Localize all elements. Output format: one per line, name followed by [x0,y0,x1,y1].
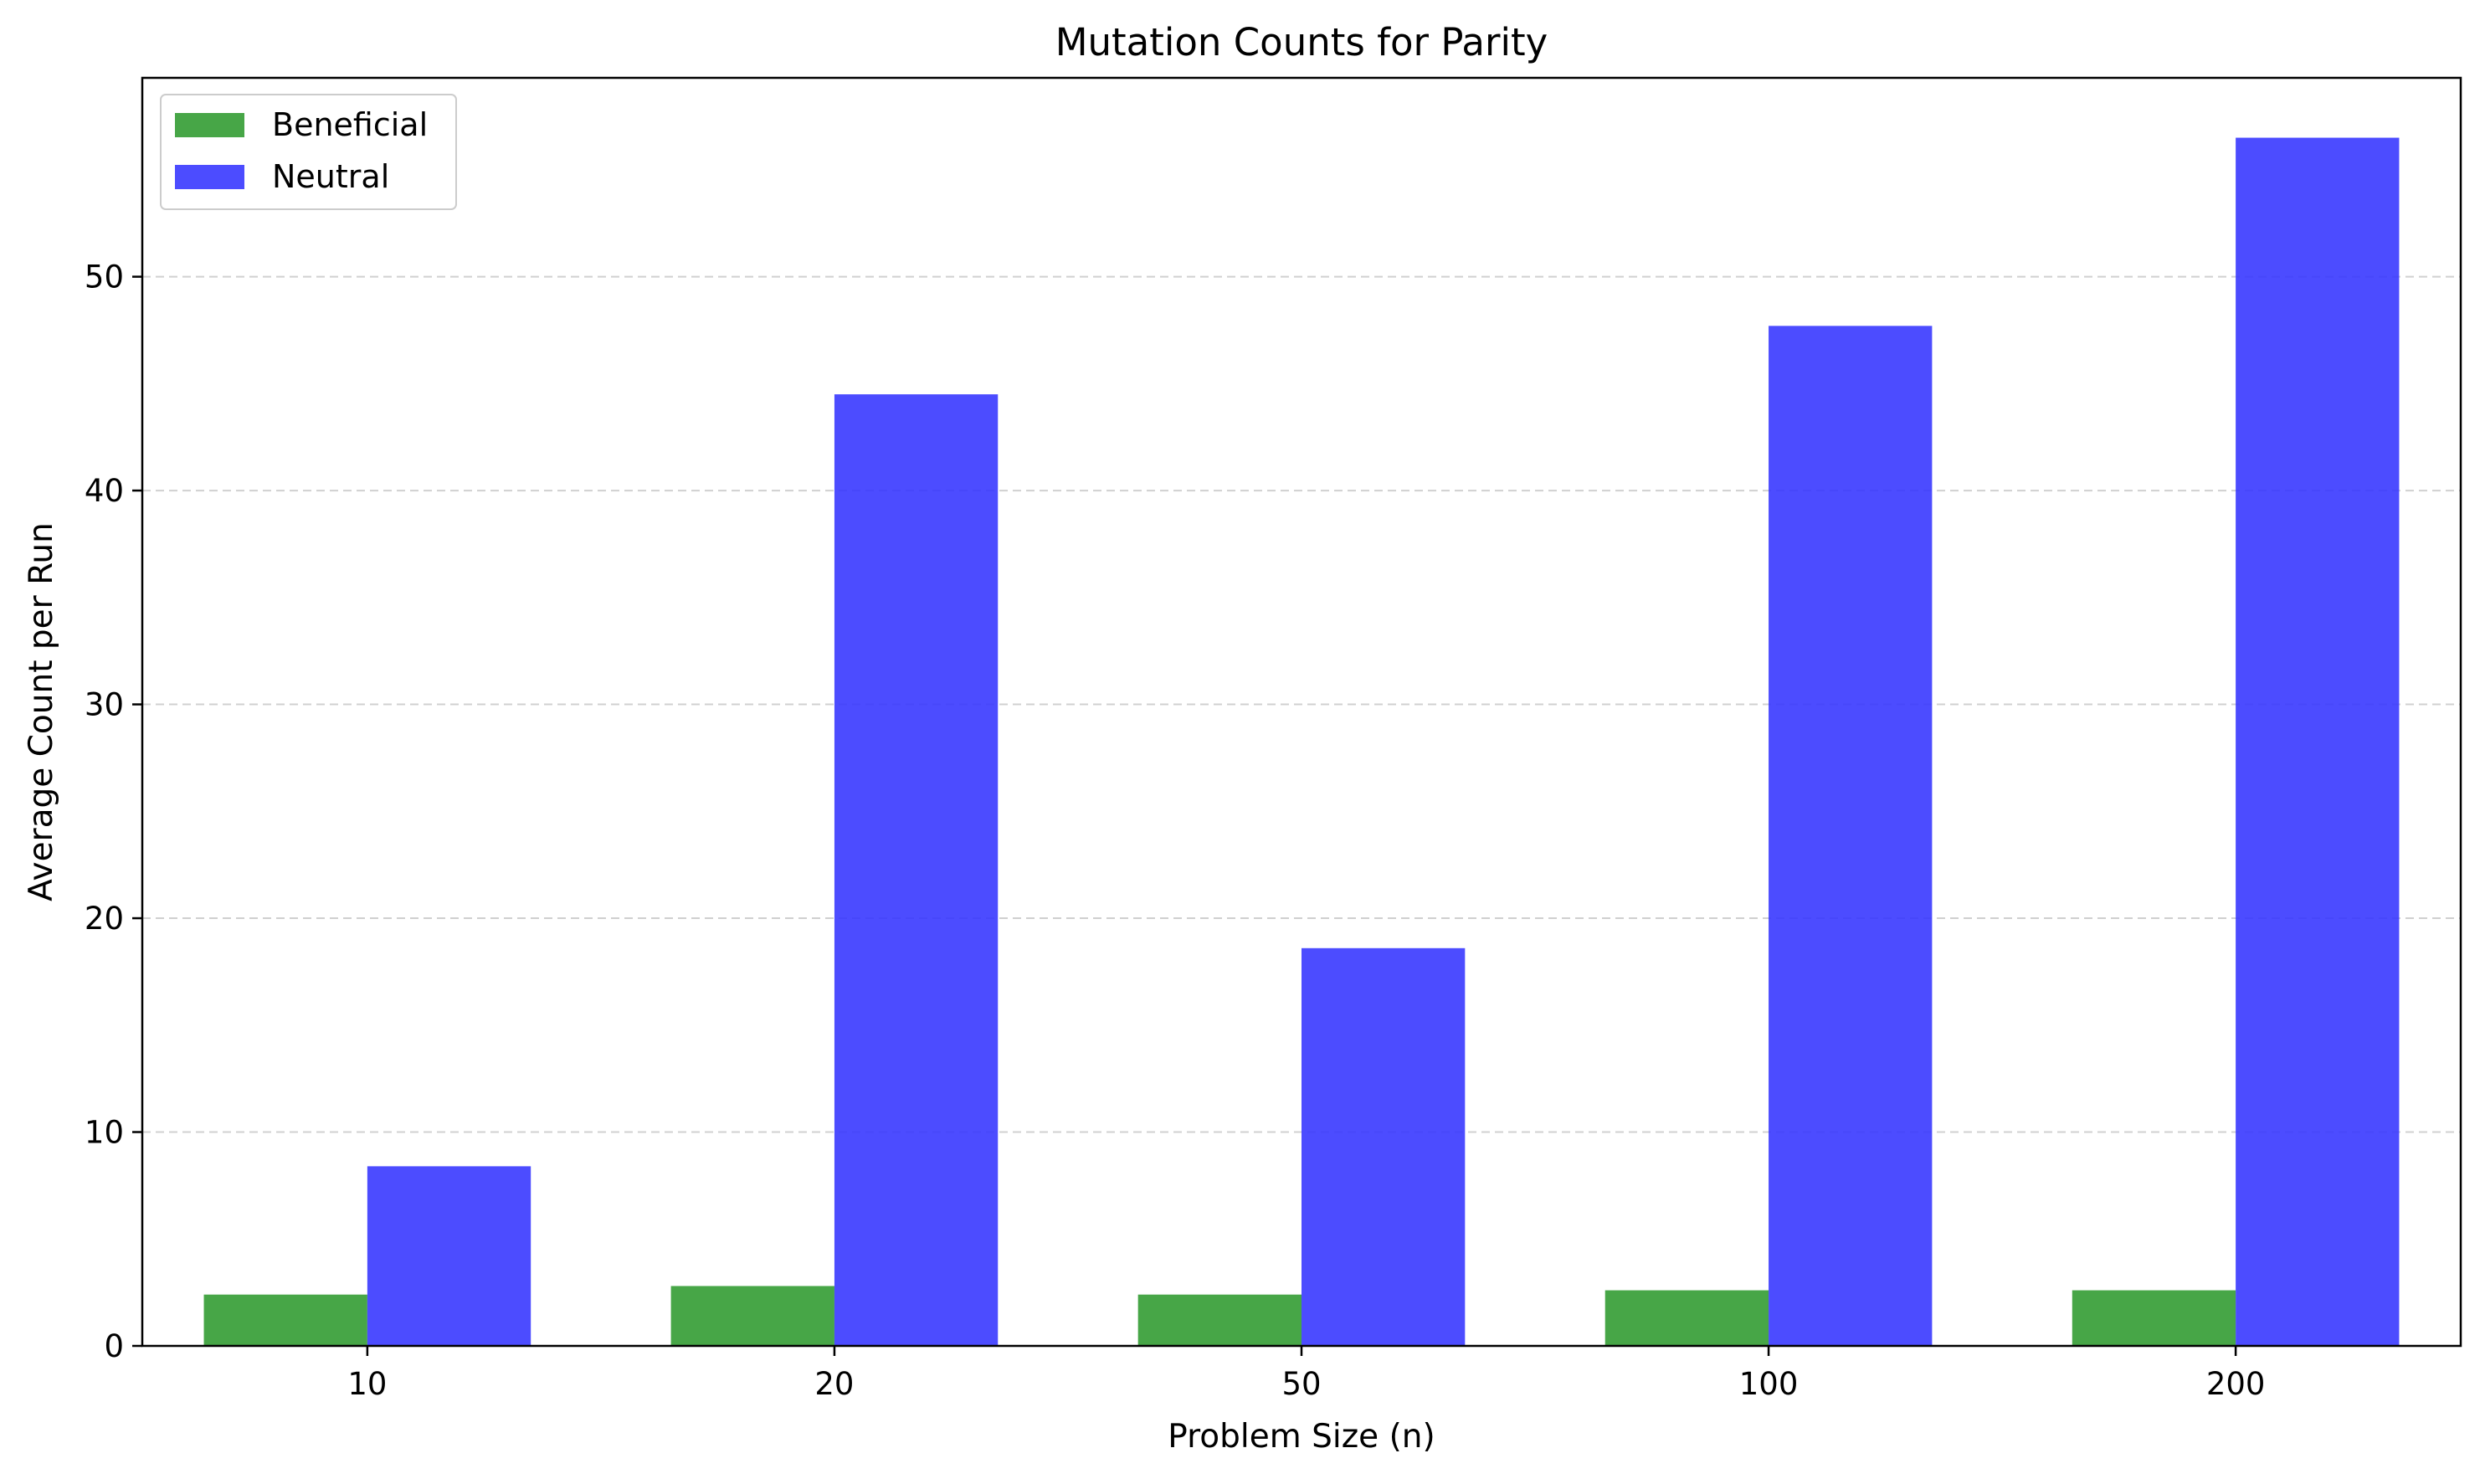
bars [203,137,2400,1347]
y-axis-label: Average Count per Run [23,522,60,901]
bar-neutral-20 [834,394,999,1346]
bar-beneficial-20 [670,1286,834,1346]
y-tick-label: 20 [85,901,124,937]
bar-neutral-50 [1302,947,1466,1346]
bar-beneficial-200 [2072,1290,2236,1346]
chart-title: Mutation Counts for Parity [1055,20,1548,64]
bar-beneficial-10 [203,1294,367,1346]
x-axis-label: Problem Size (n) [1168,1418,1435,1456]
legend-swatch-beneficial [175,113,244,137]
x-axis-ticks: 10 20 50 100 200 [347,1346,2265,1402]
y-tick-label: 30 [85,687,124,723]
y-tick-label: 50 [85,259,124,295]
bar-neutral-100 [1769,326,1933,1346]
x-tick-label: 50 [1281,1366,1321,1402]
bar-neutral-10 [367,1166,531,1346]
x-tick-label: 10 [347,1366,387,1402]
x-tick-label: 200 [2206,1366,2266,1402]
x-tick-label: 20 [814,1366,854,1402]
legend-label-beneficial: Beneficial [272,106,428,143]
bar-beneficial-50 [1137,1294,1302,1346]
y-tick-label: 10 [85,1115,124,1151]
bar-beneficial-100 [1604,1290,1769,1346]
y-tick-label: 0 [104,1328,124,1364]
legend-swatch-neutral [175,165,244,189]
y-axis-ticks: 0 10 20 30 40 50 [85,259,142,1364]
x-tick-label: 100 [1739,1366,1799,1402]
y-tick-label: 40 [85,473,124,509]
legend: Beneficial Neutral [160,94,457,210]
bar-neutral-200 [2236,137,2400,1347]
legend-label-neutral: Neutral [272,158,389,195]
